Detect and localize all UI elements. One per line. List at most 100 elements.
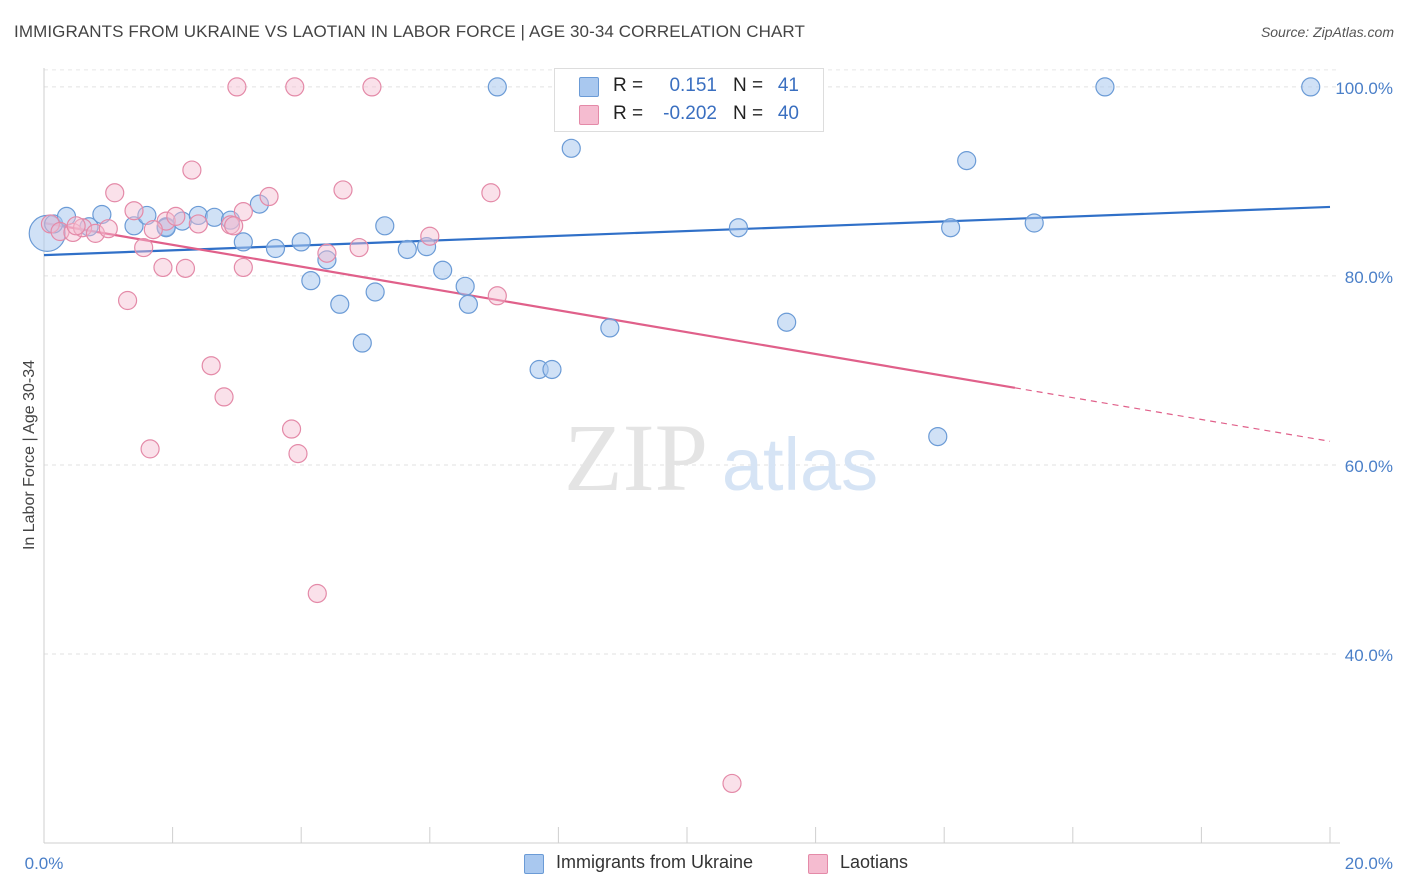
legend-n-value: 40 bbox=[777, 103, 799, 124]
legend-label-laotians: Laotians bbox=[840, 852, 909, 872]
watermark-atlas: atlas bbox=[722, 423, 878, 506]
data-point bbox=[265, 238, 286, 259]
data-point bbox=[224, 216, 244, 236]
data-point bbox=[201, 356, 221, 376]
legend-n-value: 41 bbox=[777, 75, 799, 96]
data-point bbox=[1095, 77, 1115, 97]
data-point bbox=[137, 205, 157, 226]
x-tick-label: 0.0% bbox=[25, 854, 64, 873]
data-point bbox=[134, 237, 154, 258]
data-point bbox=[233, 202, 253, 222]
trend-line-extension bbox=[1014, 387, 1331, 442]
data-point bbox=[188, 214, 208, 234]
legend-n-label: N = bbox=[733, 103, 764, 124]
legend-row-ukraine: R = 0.151 N = 41 bbox=[555, 72, 823, 100]
data-point bbox=[416, 237, 437, 257]
data-point bbox=[333, 180, 353, 200]
trend-line bbox=[43, 205, 1331, 257]
data-point bbox=[307, 583, 327, 604]
grid-lines bbox=[44, 69, 1340, 655]
data-point bbox=[214, 387, 234, 407]
legend-r-label: R = bbox=[613, 75, 644, 96]
data-point bbox=[249, 194, 270, 214]
data-point bbox=[1301, 77, 1321, 97]
data-point bbox=[433, 260, 453, 280]
y-tick-label: 60.0% bbox=[1345, 457, 1393, 476]
data-point bbox=[124, 216, 144, 236]
legend-r-value: 0.151 bbox=[669, 75, 717, 96]
watermark: ZIP atlas bbox=[564, 404, 878, 511]
data-point bbox=[420, 226, 440, 246]
data-point bbox=[722, 773, 742, 794]
legend-swatch-ukraine bbox=[524, 854, 544, 874]
data-point bbox=[288, 444, 308, 464]
data-point bbox=[175, 258, 196, 278]
trend-lines bbox=[43, 205, 1331, 442]
data-point bbox=[98, 219, 118, 239]
data-point bbox=[458, 294, 478, 314]
data-point bbox=[349, 237, 369, 258]
x-tick-label: 20.0% bbox=[1345, 854, 1393, 873]
data-point bbox=[153, 257, 173, 278]
data-point bbox=[352, 333, 372, 353]
data-point bbox=[291, 232, 311, 252]
data-point bbox=[281, 419, 302, 439]
data-point bbox=[66, 216, 86, 236]
trend-line bbox=[43, 221, 1016, 389]
data-point bbox=[487, 286, 507, 306]
data-point bbox=[600, 318, 620, 338]
data-point bbox=[233, 257, 253, 278]
data-point bbox=[143, 220, 163, 240]
legend-r-label: R = bbox=[613, 103, 644, 124]
data-point bbox=[285, 77, 305, 97]
watermark-zip: ZIP bbox=[564, 404, 708, 511]
data-point bbox=[397, 239, 417, 260]
data-point bbox=[941, 218, 961, 238]
source-label: Source: ZipAtlas.com bbox=[1260, 24, 1394, 40]
data-point bbox=[362, 77, 382, 97]
data-point bbox=[105, 183, 125, 203]
data-point bbox=[330, 294, 350, 314]
data-point bbox=[85, 223, 106, 243]
legend-label-ukraine: Immigrants from Ukraine bbox=[556, 852, 754, 872]
legend-row-laotians: R = -0.202 N = 40 bbox=[555, 100, 823, 128]
data-point bbox=[728, 218, 749, 238]
data-point bbox=[259, 186, 279, 207]
axes bbox=[43, 68, 1340, 844]
data-point bbox=[40, 214, 61, 234]
y-tick-label: 40.0% bbox=[1345, 646, 1393, 665]
legend-swatch-ukraine bbox=[579, 77, 599, 97]
data-point bbox=[301, 271, 321, 291]
data-point bbox=[317, 250, 337, 270]
correlation-legend: R = 0.151 N = 41 R = -0.202 N = 40 bbox=[554, 68, 824, 132]
data-point bbox=[375, 216, 395, 236]
data-point bbox=[365, 282, 385, 302]
data-point bbox=[957, 151, 977, 171]
data-point bbox=[777, 312, 797, 332]
data-point bbox=[455, 276, 475, 296]
data-point bbox=[182, 160, 202, 180]
data-point bbox=[542, 359, 562, 380]
data-point bbox=[233, 232, 253, 252]
y-tick-label: 80.0% bbox=[1345, 268, 1393, 287]
data-point bbox=[204, 207, 224, 227]
data-point bbox=[561, 138, 581, 158]
data-point bbox=[92, 204, 112, 225]
legend-swatch-laotians bbox=[808, 854, 828, 874]
data-point bbox=[117, 290, 138, 311]
data-point bbox=[487, 77, 507, 97]
data-point bbox=[227, 77, 247, 97]
data-point bbox=[928, 426, 948, 447]
legend-swatch-laotians bbox=[579, 105, 599, 125]
data-point bbox=[166, 206, 186, 226]
tick-labels: 40.0% 60.0% 80.0% 100.0% 0.0% 20.0% bbox=[25, 79, 1393, 873]
data-point bbox=[1024, 213, 1044, 233]
data-point bbox=[317, 243, 337, 263]
data-point bbox=[481, 183, 501, 203]
chart-title: IMMIGRANTS FROM UKRAINE VS LAOTIAN IN LA… bbox=[14, 22, 805, 41]
y-tick-label: 100.0% bbox=[1335, 79, 1393, 98]
legend-n-label: N = bbox=[733, 75, 764, 96]
data-point bbox=[124, 201, 144, 221]
series-ukraine bbox=[28, 77, 1321, 447]
